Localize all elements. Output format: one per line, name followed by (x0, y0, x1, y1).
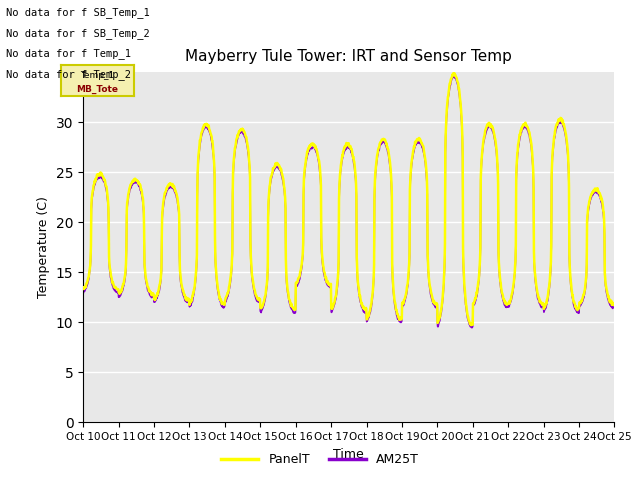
X-axis label: Time: Time (333, 448, 364, 461)
Text: No data for f SB_Temp_1: No data for f SB_Temp_1 (6, 7, 150, 18)
Y-axis label: Temperature (C): Temperature (C) (37, 196, 51, 298)
Legend: PanelT, AM25T: PanelT, AM25T (216, 448, 424, 471)
Text: No data for f Temp_2: No data for f Temp_2 (6, 69, 131, 80)
Text: No data for f Temp_1: No data for f Temp_1 (6, 48, 131, 60)
Text: MB_Tote: MB_Tote (77, 85, 118, 95)
Text: No data for f SB_Temp_2: No data for f SB_Temp_2 (6, 28, 150, 39)
Text: Temp_1: Temp_1 (81, 71, 115, 80)
Title: Mayberry Tule Tower: IRT and Sensor Temp: Mayberry Tule Tower: IRT and Sensor Temp (186, 49, 512, 64)
